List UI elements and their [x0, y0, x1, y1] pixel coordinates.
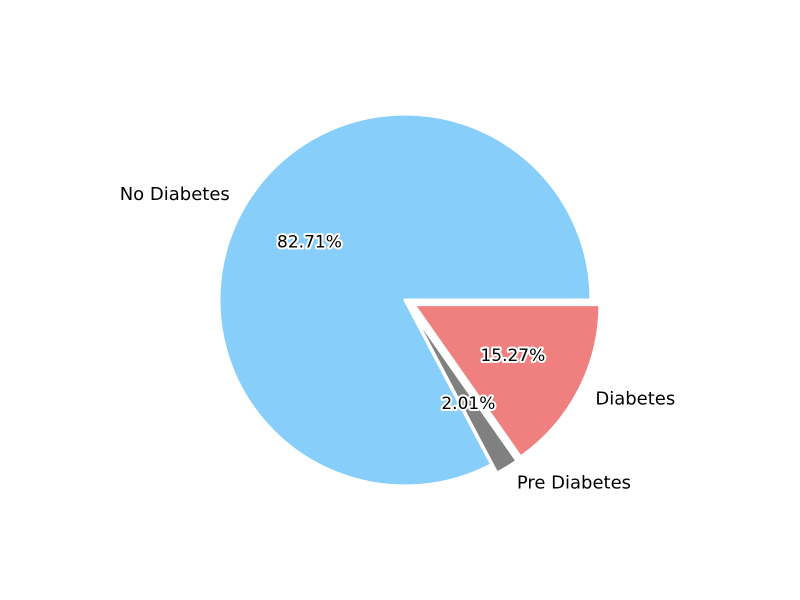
percent-labels: 15.27% 2.01% 82.71%	[275, 230, 547, 415]
percent-label-pre-diabetes: 2.01%	[441, 394, 495, 414]
percent-label-no-diabetes: 82.71%	[277, 232, 342, 252]
category-label-diabetes: Diabetes	[595, 389, 675, 410]
category-labels: Diabetes Pre Diabetes No Diabetes	[120, 184, 676, 494]
percent-label-diabetes: 15.27%	[480, 346, 545, 366]
pie-slice-diabetes	[412, 303, 602, 459]
pie-slice-pre-diabetes	[408, 307, 519, 475]
pie-slice-no-diabetes	[217, 112, 593, 488]
category-label-no-diabetes: No Diabetes	[120, 184, 230, 205]
pie-slices	[217, 112, 602, 488]
category-label-pre-diabetes: Pre Diabetes	[517, 473, 631, 494]
